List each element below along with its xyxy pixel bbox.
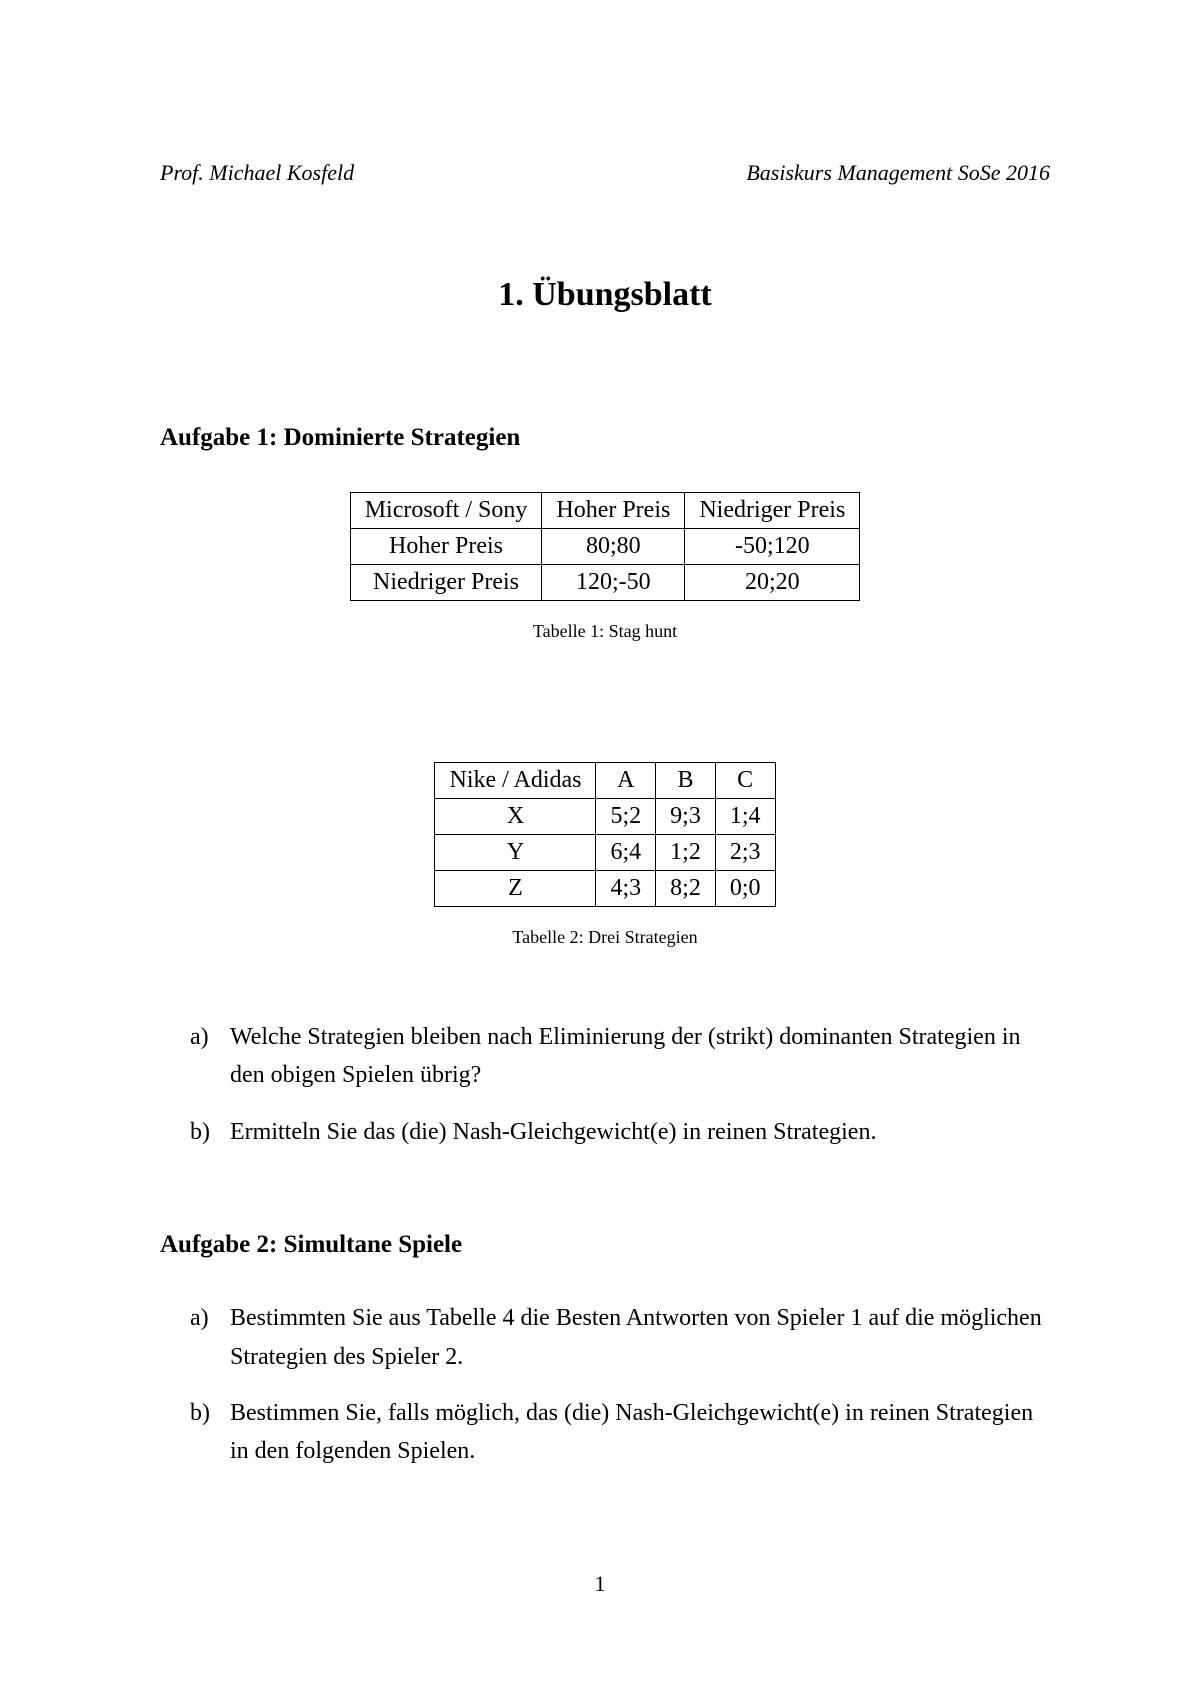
table-row: Hoher Preis 80;80 -50;120 — [350, 529, 860, 565]
document-title: 1. Übungsblatt — [160, 276, 1050, 314]
list-marker: b) — [190, 1113, 230, 1151]
table2-wrap: Nike / Adidas A B C X 5;2 9;3 1;4 Y 6;4 … — [160, 762, 1050, 907]
table1-wrap: Microsoft / Sony Hoher Preis Niedriger P… — [160, 492, 1050, 601]
header-right: Basiskurs Management SoSe 2016 — [746, 160, 1050, 186]
table-row: Nike / Adidas A B C — [435, 763, 775, 799]
list-marker: a) — [190, 1299, 230, 1376]
table-cell: 2;3 — [715, 835, 775, 871]
table-header-cell: Microsoft / Sony — [350, 493, 542, 529]
table-cell: 80;80 — [542, 529, 685, 565]
table-row: Niedriger Preis 120;-50 20;20 — [350, 565, 860, 601]
table-cell: 20;20 — [685, 565, 860, 601]
aufgabe2-heading: Aufgabe 2: Simultane Spiele — [160, 1231, 1050, 1259]
table-row: Z 4;3 8;2 0;0 — [435, 871, 775, 907]
table-cell: Y — [435, 835, 596, 871]
table-cell: X — [435, 799, 596, 835]
table-row: X 5;2 9;3 1;4 — [435, 799, 775, 835]
table-cell: 1;4 — [715, 799, 775, 835]
table-cell: 4;3 — [596, 871, 656, 907]
table1: Microsoft / Sony Hoher Preis Niedriger P… — [350, 492, 861, 601]
table2: Nike / Adidas A B C X 5;2 9;3 1;4 Y 6;4 … — [434, 762, 775, 907]
aufgabe2-list: a) Bestimmten Sie aus Tabelle 4 die Best… — [190, 1299, 1050, 1471]
page-number: 1 — [0, 1571, 1200, 1597]
table-cell: Z — [435, 871, 596, 907]
list-text: Welche Strategien bleiben nach Eliminier… — [230, 1018, 1050, 1095]
header-left: Prof. Michael Kosfeld — [160, 160, 354, 186]
page-header: Prof. Michael Kosfeld Basiskurs Manageme… — [160, 160, 1050, 186]
list-marker: b) — [190, 1394, 230, 1471]
table-cell: 9;3 — [656, 799, 716, 835]
table1-caption: Tabelle 1: Stag hunt — [160, 621, 1050, 642]
list-text: Bestimmen Sie, falls möglich, das (die) … — [230, 1394, 1050, 1471]
table-row: Y 6;4 1;2 2;3 — [435, 835, 775, 871]
table-cell: 5;2 — [596, 799, 656, 835]
table-header-cell: Nike / Adidas — [435, 763, 596, 799]
list-text: Ermitteln Sie das (die) Nash-Gleichgewic… — [230, 1113, 1050, 1151]
table-cell: 120;-50 — [542, 565, 685, 601]
table-header-cell: Niedriger Preis — [685, 493, 860, 529]
page: Prof. Michael Kosfeld Basiskurs Manageme… — [0, 0, 1200, 1697]
table-header-cell: A — [596, 763, 656, 799]
table2-caption: Tabelle 2: Drei Strategien — [160, 927, 1050, 948]
table-cell: 0;0 — [715, 871, 775, 907]
list-marker: a) — [190, 1018, 230, 1095]
list-item: a) Welche Strategien bleiben nach Elimin… — [190, 1018, 1050, 1095]
list-item: b) Ermitteln Sie das (die) Nash-Gleichge… — [190, 1113, 1050, 1151]
list-text: Bestimmten Sie aus Tabelle 4 die Besten … — [230, 1299, 1050, 1376]
table-header-cell: C — [715, 763, 775, 799]
list-item: a) Bestimmten Sie aus Tabelle 4 die Best… — [190, 1299, 1050, 1376]
table-header-cell: B — [656, 763, 716, 799]
table-cell: 8;2 — [656, 871, 716, 907]
table-cell: -50;120 — [685, 529, 860, 565]
table-cell: 1;2 — [656, 835, 716, 871]
table-cell: Hoher Preis — [350, 529, 542, 565]
table-cell: Niedriger Preis — [350, 565, 542, 601]
aufgabe1-heading: Aufgabe 1: Dominierte Strategien — [160, 424, 1050, 452]
table-header-cell: Hoher Preis — [542, 493, 685, 529]
table-cell: 6;4 — [596, 835, 656, 871]
aufgabe1-list: a) Welche Strategien bleiben nach Elimin… — [190, 1018, 1050, 1151]
table-row: Microsoft / Sony Hoher Preis Niedriger P… — [350, 493, 860, 529]
list-item: b) Bestimmen Sie, falls möglich, das (di… — [190, 1394, 1050, 1471]
